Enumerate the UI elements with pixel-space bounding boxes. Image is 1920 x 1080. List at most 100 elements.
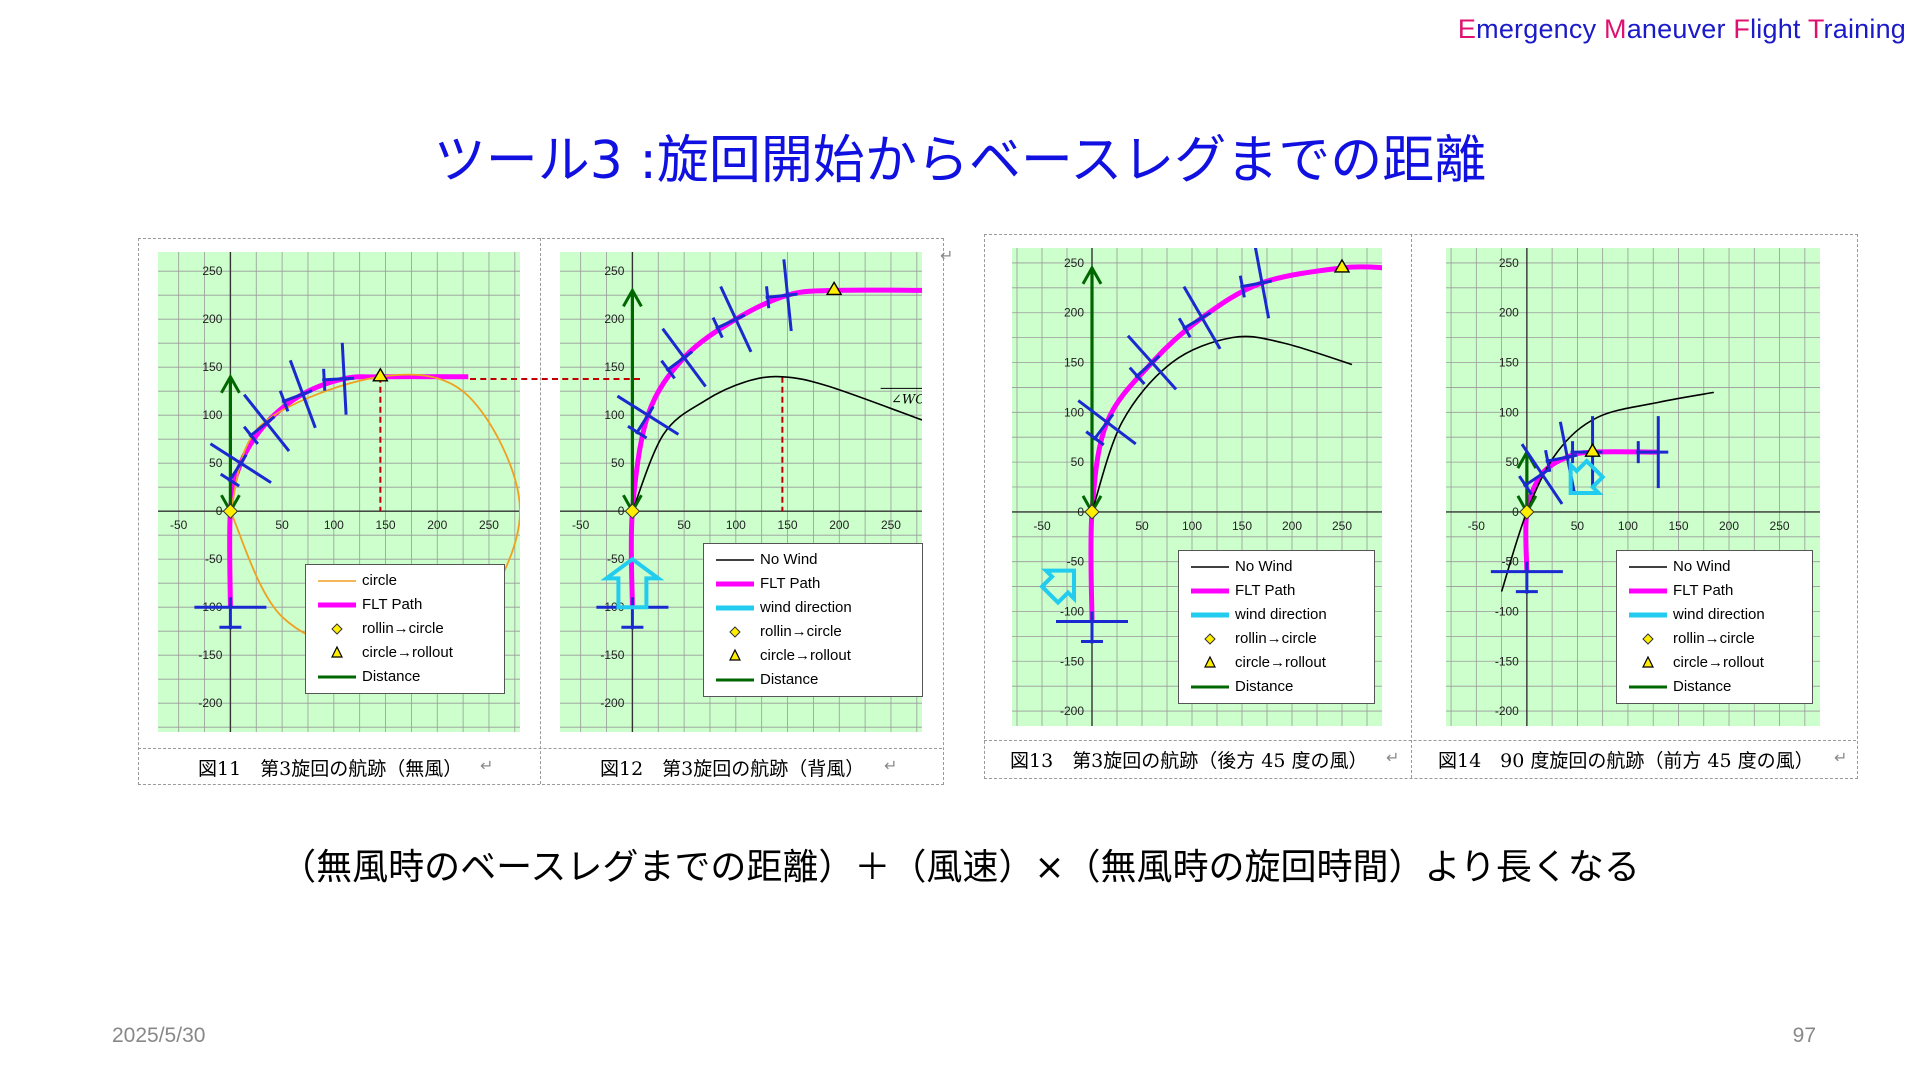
distance-arrow-head [220, 373, 241, 394]
y-tick-label: -100 [1495, 604, 1519, 618]
legend-label: FLT Path [362, 596, 423, 613]
y-tick-label: -150 [1495, 654, 1519, 668]
x-tick-label: 250 [479, 518, 499, 532]
legend-swatch [1204, 655, 1216, 668]
legend-item-distance: Distance [306, 665, 504, 689]
header-initial: E [1457, 14, 1477, 44]
header-initial: T [1807, 14, 1824, 44]
y-tick-label: 250 [1064, 256, 1084, 270]
x-tick-label: -50 [572, 518, 590, 532]
aircraft-icon [1056, 611, 1128, 644]
header-word: aneuver [1626, 14, 1734, 44]
y-tick-label: -150 [600, 648, 624, 662]
x-tick-label: 150 [1668, 519, 1688, 533]
y-tick-label: 200 [202, 312, 222, 326]
y-tick-label: -200 [1060, 704, 1084, 718]
aircraft-icon [1238, 248, 1273, 319]
y-tick-label: -50 [1067, 555, 1085, 569]
y-tick-label: -200 [600, 696, 624, 710]
chart-fig13: -5050100150200250300-200-150-100-5050100… [1012, 248, 1382, 726]
legend-label: circle→rollout [760, 647, 851, 664]
legend-swatch [729, 648, 741, 661]
frame-divider [1411, 234, 1412, 778]
rollin-marker [1084, 504, 1100, 520]
rollout-marker [825, 281, 843, 296]
aircraft-icon [194, 597, 267, 630]
legend-item-rollin: rollin→circle [306, 617, 504, 641]
legend-item-nowind: No Wind [704, 548, 922, 572]
y-tick-label: 200 [1499, 306, 1519, 320]
aircraft-icon [322, 342, 355, 415]
legend-swatch [331, 623, 343, 635]
y-tick-label: 50 [1506, 455, 1520, 469]
distance-connector-line [470, 378, 640, 380]
legend-label: Distance [760, 671, 819, 688]
legend-label: No Wind [1235, 558, 1293, 575]
main-caption: （無風時のベースレグまでの距離）＋（風速）×（無風時の旋回時間）より長くなる [280, 847, 1640, 888]
frame-divider [540, 238, 541, 784]
y-tick-label: 50 [1071, 455, 1085, 469]
legend-swatch [1191, 566, 1229, 568]
legend-item-flt: FLT Path [306, 593, 504, 617]
y-tick-label: 150 [1499, 356, 1519, 370]
legend-label: Distance [1235, 678, 1294, 695]
rollin-marker [1519, 504, 1535, 520]
legend-item-rollout: circle→rollout [1179, 651, 1374, 675]
legend-label: circle→rollout [362, 644, 453, 661]
origin-label: 0 [216, 504, 223, 518]
x-tick-label: -50 [170, 518, 188, 532]
rollout-marker [1333, 258, 1351, 273]
chart-fig13-svg: -5050100150200250300-200-150-100-5050100… [1012, 248, 1382, 726]
x-tick-label: 250 [881, 518, 901, 532]
legend-label: No Wind [760, 551, 818, 568]
legend-item-circle: circle [306, 569, 504, 593]
y-tick-label: 250 [202, 264, 222, 278]
wind-arrow-icon [600, 556, 665, 610]
distance-arrow-head [1081, 264, 1103, 285]
series-no-wind [1091, 335, 1353, 513]
y-tick-label: -200 [198, 696, 222, 710]
legend-swatch [1642, 633, 1654, 645]
aircraft-icon [660, 327, 707, 388]
legend-label: rollin→circle [1235, 630, 1317, 647]
x-tick-label: 200 [427, 518, 447, 532]
series-no-wind [1500, 391, 1715, 592]
legend-item-nowind: No Wind [1179, 555, 1374, 579]
legend-item-nowind: No Wind [1617, 555, 1812, 579]
legend-item-rollin: rollin→circle [704, 620, 922, 644]
x-tick-label: 250 [1332, 519, 1352, 533]
header-initial: F [1733, 14, 1751, 44]
legend-label: circle [362, 572, 398, 589]
y-tick-label: 150 [604, 360, 624, 374]
aircraft-icon [242, 393, 291, 452]
chart-legend: No Wind FLT Path wind direction rollin→circ… [1616, 550, 1813, 704]
legend-swatch [1629, 588, 1667, 594]
rollin-marker [222, 503, 239, 519]
aircraft-icon [1077, 399, 1137, 447]
wind-arrow-icon [1568, 458, 1606, 496]
legend-item-rollout: circle→rollout [306, 641, 504, 665]
y-tick-label: -50 [205, 552, 223, 566]
x-tick-label: 50 [677, 518, 691, 532]
legend-swatch [1191, 612, 1229, 618]
figure-frame-left [138, 238, 944, 785]
legend-label: wind direction [1235, 606, 1327, 623]
aircraft-icon [1490, 561, 1563, 594]
legend-swatch [1204, 633, 1216, 645]
series-no-wind [631, 375, 922, 512]
legend-label: circle→rollout [1673, 654, 1764, 671]
header-word: mergency [1476, 14, 1604, 44]
origin-label: 0 [1077, 505, 1084, 519]
legend-swatch [318, 675, 356, 679]
x-tick-label: 100 [1618, 519, 1638, 533]
aircraft-icon [278, 359, 317, 429]
legend-swatch [716, 581, 754, 587]
y-tick-label: -150 [1060, 654, 1084, 668]
legend-item-rollout: circle→rollout [704, 644, 922, 668]
y-tick-label: 200 [1064, 306, 1084, 320]
header-word: light [1750, 14, 1808, 44]
y-tick-label: 150 [202, 360, 222, 374]
legend-item-flt: FLT Path [1617, 579, 1812, 603]
distance-arrow-head [622, 287, 643, 308]
legend-swatch [729, 626, 741, 638]
